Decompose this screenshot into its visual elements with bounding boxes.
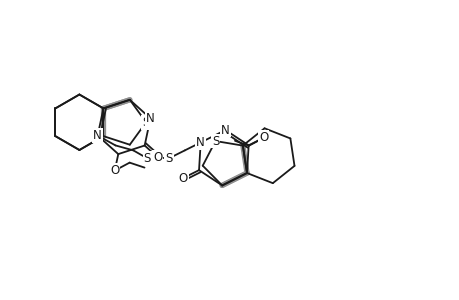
Text: N: N: [221, 124, 230, 136]
Text: S: S: [142, 116, 150, 129]
Text: S: S: [165, 152, 172, 165]
Text: S: S: [211, 134, 219, 148]
Text: O: O: [110, 164, 119, 177]
Text: O: O: [258, 131, 268, 144]
Text: N: N: [93, 129, 102, 142]
Text: O: O: [178, 172, 187, 184]
Text: S: S: [143, 152, 151, 165]
Text: O: O: [153, 151, 162, 164]
Text: N: N: [196, 136, 205, 149]
Text: N: N: [146, 112, 155, 125]
